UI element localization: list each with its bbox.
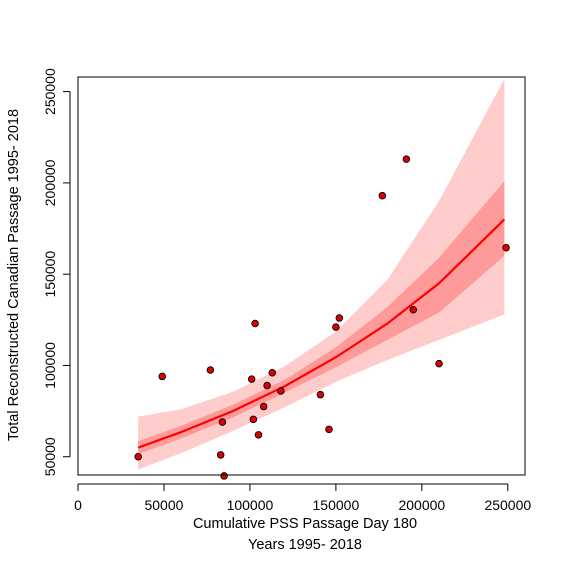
- data-point: [325, 425, 333, 434]
- y-axis-label: Total Reconstructed Canadian Passage 199…: [6, 109, 22, 441]
- data-point: [247, 375, 256, 383]
- data-point: [251, 319, 259, 328]
- data-point: [502, 243, 510, 252]
- confidence-bands: [138, 78, 505, 470]
- y-tick-label: 200000: [42, 159, 58, 206]
- data-point: [402, 155, 411, 163]
- data-point: [316, 390, 325, 399]
- data-point: [158, 372, 166, 381]
- data-point: [335, 314, 344, 322]
- plot-border: [77, 76, 526, 476]
- data-point: [332, 323, 340, 331]
- data-point: [259, 402, 268, 411]
- axes: 0 50000 100000 150000 200000 250000 50000 10000…: [42, 68, 531, 513]
- data-point: [409, 306, 418, 314]
- data-point: [268, 369, 277, 377]
- data-point: [206, 366, 215, 374]
- x-tick-label: 50000: [144, 497, 183, 513]
- y-tick-label: 100000: [42, 342, 58, 389]
- data-point: [435, 359, 443, 368]
- data-point: [216, 451, 225, 459]
- x-tick-label: 150000: [313, 497, 360, 513]
- x-axis-label: Cumulative PSS Passage Day 180: [193, 516, 417, 532]
- x-tick-label: 100000: [227, 497, 274, 513]
- fit-line-layer: [137, 218, 506, 449]
- y-tick-label: 250000: [42, 68, 58, 115]
- data-point: [218, 418, 227, 426]
- x-tick-label: 200000: [398, 497, 445, 513]
- x-axis-sublabel: Years 1995- 2018: [248, 537, 362, 553]
- data-point: [254, 431, 263, 439]
- data-points: [134, 155, 510, 480]
- fit-line: [137, 218, 506, 449]
- data-point: [277, 387, 285, 395]
- y-tick-label: 50000: [42, 437, 58, 476]
- data-point: [378, 191, 387, 200]
- x-tick-label: 0: [74, 497, 82, 513]
- data-point: [134, 452, 142, 461]
- data-point: [220, 472, 228, 480]
- y-tick-label: 150000: [42, 251, 58, 298]
- x-tick-label: 250000: [484, 497, 531, 513]
- data-point: [263, 381, 271, 390]
- data-point: [249, 415, 258, 424]
